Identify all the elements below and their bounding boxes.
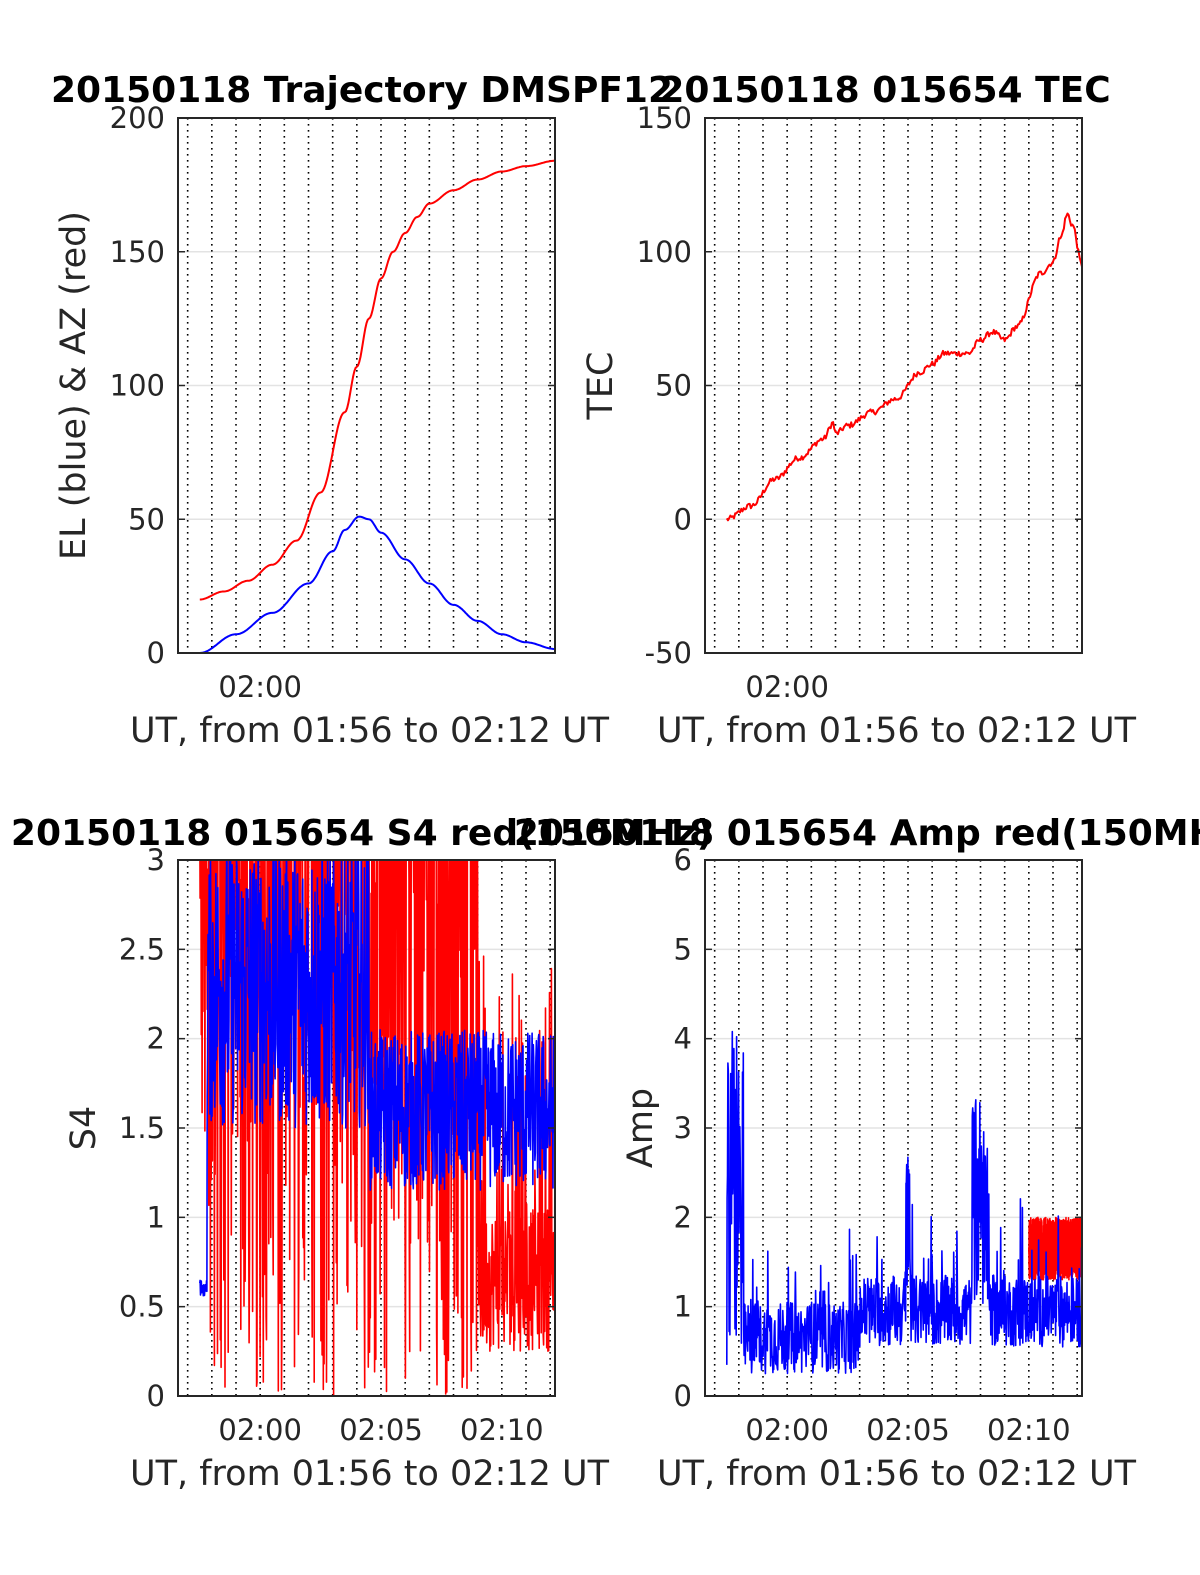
y-tick-label: 0.5 [119, 1290, 165, 1324]
series-line-2 [199, 515, 555, 653]
chart-title: 20150118 015654 S4 red(150MHz) [11, 813, 713, 854]
y-tick-label: 3 [147, 843, 165, 877]
x-axis-label: UT, from 01:56 to 02:12 UT [130, 1454, 610, 1494]
x-tick-label: 02:00 [745, 1413, 829, 1447]
y-axis-label: EL (blue) & AZ (red) [54, 211, 94, 560]
y-tick-label: 100 [637, 235, 692, 269]
x-tick-label: 02:00 [218, 1413, 302, 1447]
y-axis-label: S4 [64, 1106, 104, 1151]
y-tick-label: 0 [674, 1379, 692, 1413]
chart-panel-4: 0 1 2 3 4 5 6 02:00 02:05 02:10 UT, from 01:56 to … [514, 813, 1200, 1494]
y-tick-label: 0 [147, 1379, 165, 1413]
x-axis-label: UT, from 01:56 to 02:12 UT [657, 711, 1137, 751]
y-tick-label: 4 [674, 1022, 692, 1056]
chart-panel-3: 0 0.5 1 1.5 2 2.5 3 02:00 02:05 02:10 UT, from 01:… [11, 813, 713, 1494]
chart-title: 20150118 Trajectory DMSPF12 [51, 70, 673, 111]
y-tick-label: 1 [674, 1290, 692, 1324]
series-line-1 [199, 159, 555, 601]
y-tick-label: -50 [645, 636, 692, 670]
x-tick-label: 02:10 [987, 1413, 1071, 1447]
y-tick-label: 2 [147, 1022, 165, 1056]
x-tick-label: 02:00 [745, 670, 829, 704]
series-line-1 [1028, 1216, 1082, 1281]
x-tick-label: 02:00 [218, 670, 302, 704]
y-tick-label: 5 [674, 932, 692, 966]
x-tick-label: 02:05 [866, 1413, 950, 1447]
series-line-1 [725, 212, 1082, 522]
series-line-2 [199, 860, 555, 1297]
x-axis-label: UT, from 01:56 to 02:12 UT [657, 1454, 1137, 1494]
y-tick-label: 2.5 [119, 932, 165, 966]
chart-panel-1: 0 50 100 150 200 02:00 UT, from 01:56 to 02:12… [51, 70, 673, 751]
x-tick-label: 02:05 [339, 1413, 423, 1447]
y-tick-label: 150 [110, 235, 165, 269]
y-tick-label: 3 [674, 1111, 692, 1145]
y-tick-label: 0 [147, 636, 165, 670]
y-tick-label: 2 [674, 1200, 692, 1234]
x-axis-label: UT, from 01:56 to 02:12 UT [130, 711, 610, 751]
y-tick-label: 100 [110, 369, 165, 403]
x-tick-label: 02:10 [460, 1413, 544, 1447]
y-tick-label: 50 [655, 369, 692, 403]
chart-title: 20150118 015654 Amp red(150MHz) [514, 813, 1200, 854]
y-tick-label: 1 [147, 1200, 165, 1234]
y-axis-label: TEC [581, 352, 621, 421]
series-line-2 [726, 1030, 1082, 1375]
chart-title: 20150118 015654 TEC [659, 70, 1110, 111]
y-tick-label: 150 [637, 101, 692, 135]
chart-panel-2: -50 0 50 100 150 02:00 UT, from 01:56 to 02:12… [581, 70, 1137, 751]
y-tick-label: 1.5 [119, 1111, 165, 1145]
y-tick-label: 0 [674, 502, 692, 536]
y-tick-label: 6 [674, 843, 692, 877]
y-tick-label: 200 [110, 101, 165, 135]
y-axis-label: Amp [621, 1088, 661, 1168]
y-tick-label: 50 [128, 502, 165, 536]
